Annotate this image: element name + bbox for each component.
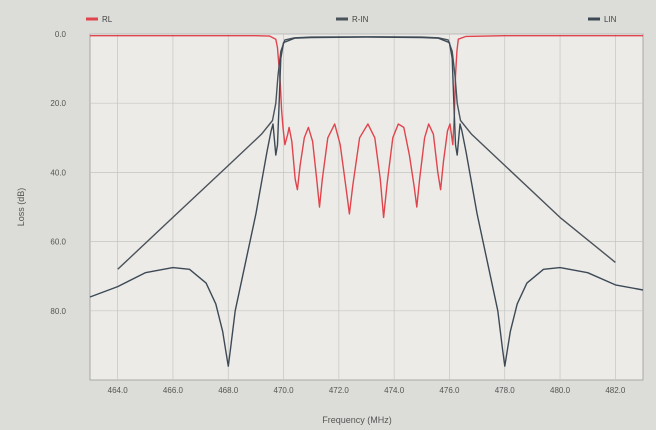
x-tick-label: 474.0	[384, 386, 405, 395]
y-axis-label: Loss (dB)	[16, 188, 26, 227]
plot-area	[89, 33, 644, 381]
legend-label: RL	[102, 15, 113, 24]
legend: RL R-IN LIN	[86, 15, 617, 24]
grid	[90, 33, 643, 380]
y-tick-label: 0.0	[55, 30, 67, 39]
series-line-rl	[90, 35, 643, 219]
y-tick-label: 80.0	[50, 307, 66, 316]
y-tick-label: 40.0	[50, 168, 66, 177]
x-tick-label: 472.0	[329, 386, 350, 395]
x-tick-label: 464.0	[108, 386, 129, 395]
y-tick-label: 60.0	[50, 238, 66, 247]
x-tick-label: 482.0	[605, 386, 626, 395]
y-tick-label: 20.0	[50, 99, 66, 108]
legend-label: LIN	[604, 15, 617, 24]
x-tick-label: 480.0	[550, 386, 571, 395]
x-axis-ticks: 464.0 466.0 468.0 470.0 472.0 474.0 476.0 478.0…	[108, 386, 626, 395]
x-tick-label: 466.0	[163, 386, 184, 395]
series-line-lin	[89, 36, 644, 367]
x-tick-label: 470.0	[274, 386, 295, 395]
x-tick-label: 468.0	[218, 386, 239, 395]
x-tick-label: 476.0	[439, 386, 460, 395]
series-layer	[89, 35, 644, 367]
x-tick-label: 478.0	[495, 386, 516, 395]
legend-label: R-IN	[352, 15, 369, 24]
y-axis-ticks: 0.0 20.0 40.0 60.0 80.0	[50, 30, 66, 316]
x-axis-label: Frequency (MHz)	[322, 415, 392, 425]
